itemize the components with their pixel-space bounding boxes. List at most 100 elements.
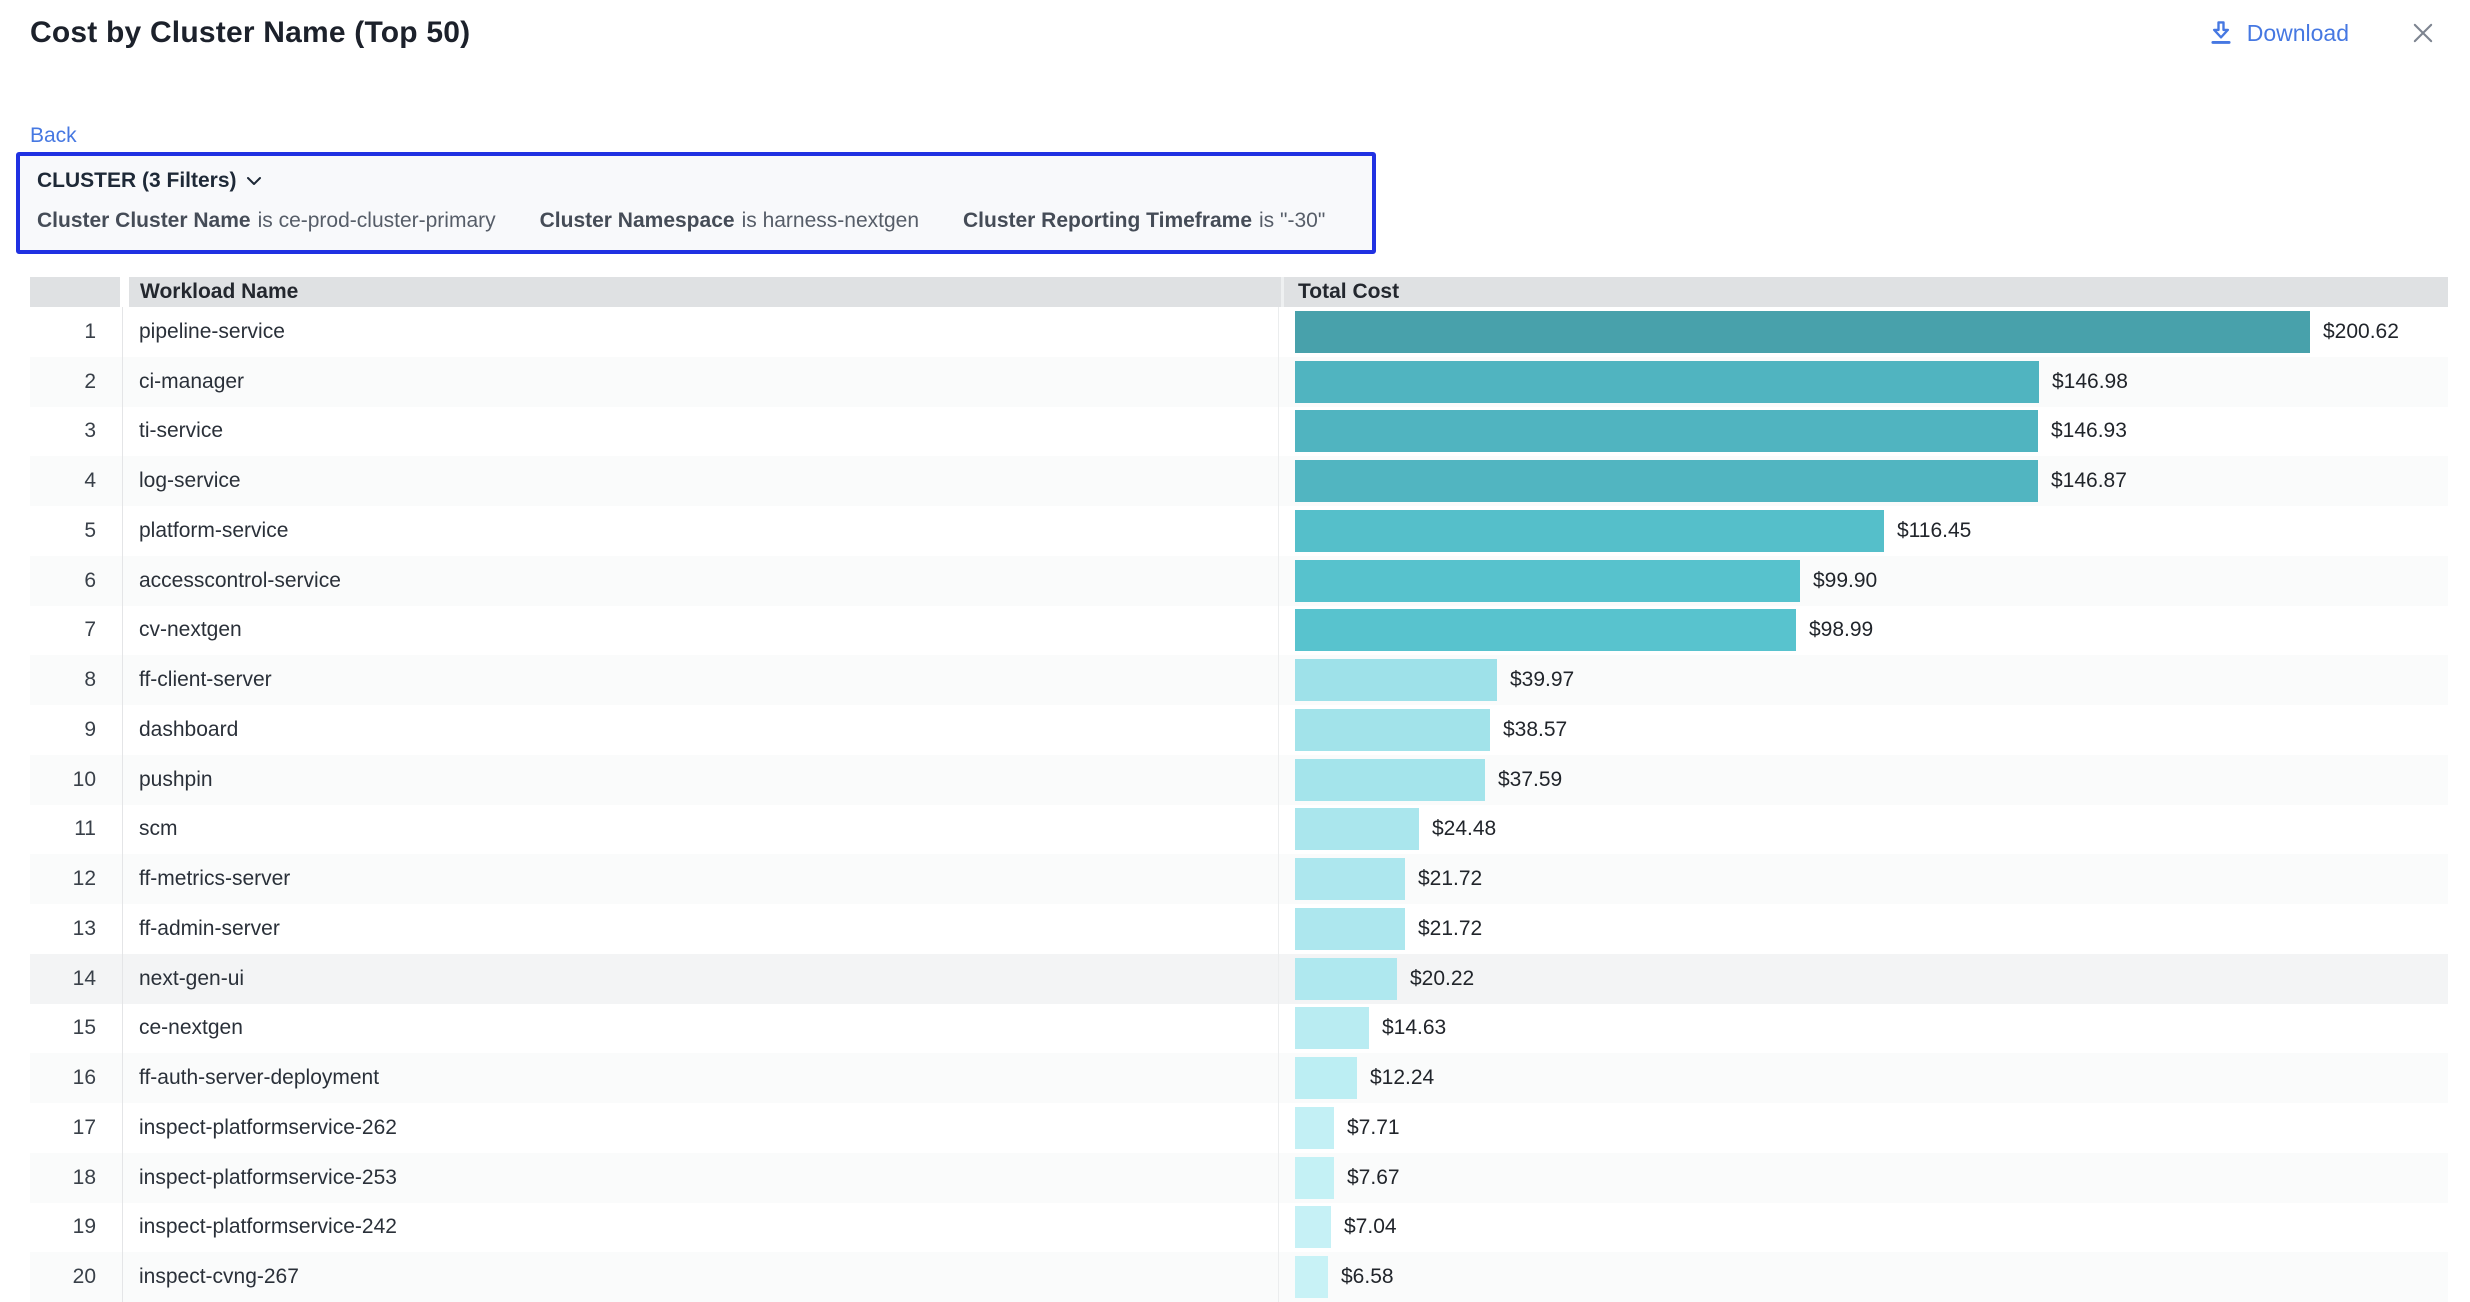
cost-cell: $146.93: [1279, 407, 2448, 457]
cost-value: $116.45: [1897, 518, 1972, 542]
cost-bar: [1295, 310, 2310, 353]
row-rank: 7: [30, 605, 123, 656]
cost-bar: [1295, 1156, 1334, 1199]
table-row[interactable]: 11 scm $24.48: [30, 804, 2448, 855]
cost-cell: $7.67: [1279, 1153, 2448, 1203]
cost-bar: [1295, 559, 1800, 602]
filter-criterion-namespace[interactable]: Cluster Namespace is harness-nextgen: [540, 209, 919, 233]
page-title: Cost by Cluster Name (Top 50): [30, 16, 471, 49]
table-row[interactable]: 2 ci-manager $146.98: [30, 356, 2448, 407]
table-row[interactable]: 1 pipeline-service $200.62: [30, 307, 2448, 357]
cost-bar: [1295, 460, 2038, 503]
filter-criteria-list: Cluster Cluster Name is ce-prod-cluster-p…: [37, 209, 1355, 233]
rank-column-header: [30, 277, 120, 307]
criterion-condition: is ce-prod-cluster-primary: [257, 209, 496, 232]
table-row[interactable]: 3 ti-service $146.93: [30, 406, 2448, 457]
row-rank: 3: [30, 406, 123, 457]
table-row[interactable]: 7 cv-nextgen $98.99: [30, 605, 2448, 656]
cost-cell: $146.98: [1279, 357, 2448, 407]
cost-value: $21.72: [1418, 867, 1483, 891]
workload-name: log-service: [123, 456, 1279, 506]
cost-cell: $21.72: [1279, 854, 2448, 904]
cost-cell: $39.97: [1279, 655, 2448, 705]
workload-name: accesscontrol-service: [123, 555, 1279, 606]
table-row[interactable]: 4 log-service $146.87: [30, 456, 2448, 506]
cost-bar: [1295, 758, 1485, 801]
table-row[interactable]: 9 dashboard $38.57: [30, 705, 2448, 755]
table-row[interactable]: 18 inspect-platformservice-253 $7.67: [30, 1152, 2448, 1203]
cost-value: $98.99: [1809, 618, 1874, 642]
workload-name: pipeline-service: [123, 307, 1279, 357]
back-link[interactable]: Back: [30, 124, 77, 147]
table-row[interactable]: 12 ff-metrics-server $21.72: [30, 854, 2448, 904]
filter-group-label: CLUSTER (3 Filters): [37, 169, 237, 192]
workload-name: ff-metrics-server: [123, 854, 1279, 904]
close-button[interactable]: [2409, 19, 2437, 47]
workload-name: pushpin: [123, 754, 1279, 805]
table-row[interactable]: 5 platform-service $116.45: [30, 506, 2448, 556]
dialog-actions: Download: [2206, 18, 2437, 48]
row-rank: 20: [30, 1252, 123, 1302]
cost-value: $37.59: [1498, 767, 1563, 791]
table-row[interactable]: 6 accesscontrol-service $99.90: [30, 555, 2448, 606]
criterion-condition: is harness-nextgen: [741, 209, 919, 232]
download-icon: [2206, 18, 2236, 48]
table-row[interactable]: 8 ff-client-server $39.97: [30, 655, 2448, 705]
workload-name: cv-nextgen: [123, 605, 1279, 656]
cost-cell: $7.71: [1279, 1103, 2448, 1153]
workload-name: ff-client-server: [123, 655, 1279, 705]
cost-cell: $116.45: [1279, 506, 2448, 556]
table-row[interactable]: 20 inspect-cvng-267 $6.58: [30, 1252, 2448, 1302]
table-header: Workload Name Total Cost: [30, 277, 2448, 307]
cost-value: $20.22: [1410, 966, 1475, 990]
workload-name: next-gen-ui: [123, 953, 1279, 1004]
cost-cell: $14.63: [1279, 1004, 2448, 1054]
cost-cell: $7.04: [1279, 1203, 2448, 1253]
cost-bar: [1295, 1106, 1334, 1149]
row-rank: 11: [30, 804, 123, 855]
filter-group-toggle[interactable]: CLUSTER (3 Filters): [37, 169, 1355, 193]
workload-name: inspect-platformservice-242: [123, 1202, 1279, 1253]
table-row[interactable]: 17 inspect-platformservice-262 $7.71: [30, 1103, 2448, 1153]
filter-criterion-timeframe[interactable]: Cluster Reporting Timeframe is "-30": [963, 209, 1325, 233]
workload-name: ff-auth-server-deployment: [123, 1053, 1279, 1103]
cost-cell: $38.57: [1279, 705, 2448, 755]
workload-name: dashboard: [123, 705, 1279, 755]
cost-cell: $200.62: [1279, 307, 2448, 357]
row-rank: 17: [30, 1103, 123, 1153]
filter-panel: CLUSTER (3 Filters) Cluster Cluster Name…: [16, 152, 1376, 254]
table-row[interactable]: 16 ff-auth-server-deployment $12.24: [30, 1053, 2448, 1103]
row-rank: 2: [30, 356, 123, 407]
row-rank: 10: [30, 754, 123, 805]
table-row[interactable]: 13 ff-admin-server $21.72: [30, 904, 2448, 954]
filter-criterion-cluster-name[interactable]: Cluster Cluster Name is ce-prod-cluster-p…: [37, 209, 496, 233]
table-row[interactable]: 10 pushpin $37.59: [30, 754, 2448, 805]
cost-value: $14.63: [1382, 1016, 1447, 1040]
cost-bar: [1295, 609, 1796, 652]
download-button[interactable]: Download: [2206, 18, 2349, 48]
criterion-field: Cluster Namespace: [539, 209, 735, 232]
table-row[interactable]: 19 inspect-platformservice-242 $7.04: [30, 1202, 2448, 1253]
cost-value: $7.67: [1347, 1165, 1400, 1189]
table-row[interactable]: 15 ce-nextgen $14.63: [30, 1003, 2448, 1054]
cost-value: $12.24: [1370, 1066, 1435, 1090]
cost-bar: [1295, 907, 1405, 950]
header-gap: [120, 277, 129, 307]
criterion-condition: is "-30": [1259, 209, 1326, 232]
table-row[interactable]: 14 next-gen-ui $20.22: [30, 953, 2448, 1004]
workload-name: inspect-platformservice-253: [123, 1152, 1279, 1203]
cost-bar: [1295, 957, 1397, 1000]
row-rank: 5: [30, 506, 123, 556]
cost-cell: $37.59: [1279, 755, 2448, 805]
cost-bar: [1295, 360, 2039, 403]
workload-name: scm: [123, 804, 1279, 855]
chevron-down-icon: [246, 176, 262, 186]
cost-table: Workload Name Total Cost 1 pipeline-servi…: [30, 277, 2448, 1302]
row-rank: 12: [30, 854, 123, 904]
cost-value: $146.87: [2051, 469, 2127, 493]
cost-bar: [1295, 708, 1490, 751]
criterion-field: Cluster Reporting Timeframe: [963, 209, 1253, 232]
download-label: Download: [2246, 19, 2349, 46]
cost-bar: [1295, 1206, 1331, 1249]
